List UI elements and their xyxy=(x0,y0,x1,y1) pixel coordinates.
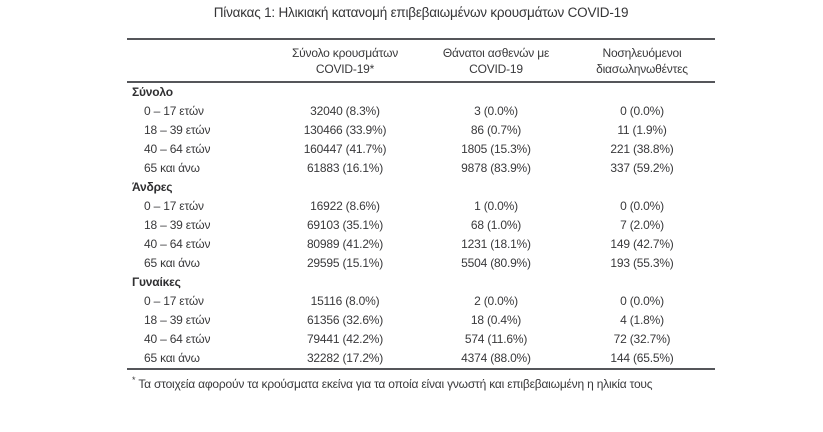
age-group-label: 65 και άνω xyxy=(144,351,200,365)
section-label-row: Σύνολο xyxy=(127,83,715,102)
age-group-label: 0 – 17 ετών xyxy=(144,104,204,118)
section-label-row: Άνδρες xyxy=(127,178,715,197)
table-row: 65 και άνω 32282 (17.2%) 4374 (88.0%) 144 (… xyxy=(127,349,715,368)
column-header-line: COVID-19 xyxy=(469,61,523,76)
cell-deaths: 1805 (15.3%) xyxy=(461,142,531,156)
footnote-text: Τα στοιχεία αφορούν τα κρούσματα εκείνα … xyxy=(138,377,653,391)
cell-cases: 32282 (17.2%) xyxy=(306,351,384,365)
cell-cases: 160447 (41.7%) xyxy=(303,142,387,156)
age-group-label: 40 – 64 ετών xyxy=(144,332,211,346)
cell-intubated: 149 (42.7%) xyxy=(610,237,674,251)
cell-deaths: 3 (0.0%) xyxy=(474,104,518,118)
table-row: 0 – 17 ετών 15116 (8.0%) 2 (0.0%) 0 (0.0%) xyxy=(127,292,715,311)
cell-deaths: 5504 (80.9%) xyxy=(461,256,531,270)
age-group-label: 18 – 39 ετών xyxy=(144,218,211,232)
covid-age-distribution-table: Σύνολο κρουσμάτων COVID-19* Θάνατοι ασθε… xyxy=(127,38,715,370)
cell-intubated: 221 (38.8%) xyxy=(610,142,674,156)
cell-deaths: 18 (0.4%) xyxy=(470,313,522,327)
table-row: 0 – 17 ετών 16922 (8.6%) 1 (0.0%) 0 (0.0%) xyxy=(127,197,715,216)
table-row: 18 – 39 ετών 69103 (35.1%) 68 (1.0%) 7 (2.0… xyxy=(127,216,715,235)
section-label: Άνδρες xyxy=(132,180,173,194)
cell-cases: 15116 (8.0%) xyxy=(310,294,380,308)
cell-cases: 32040 (8.3%) xyxy=(310,104,380,118)
cell-intubated: 72 (32.7%) xyxy=(613,332,671,346)
cell-deaths: 1 (0.0%) xyxy=(474,199,518,213)
section-label: Γυναίκες xyxy=(132,275,181,289)
column-header-total-cases: Σύνολο κρουσμάτων COVID-19* xyxy=(267,45,423,77)
column-header-intubated: Νοσηλευόμενοι διασωληνωθέντες xyxy=(569,45,715,77)
cell-intubated: 144 (65.5%) xyxy=(610,351,674,365)
column-header-line: Νοσηλευόμενοι xyxy=(602,45,682,60)
cell-deaths: 4374 (88.0%) xyxy=(461,351,531,365)
cell-intubated: 11 (1.9%) xyxy=(617,123,667,137)
cell-cases: 61883 (16.1%) xyxy=(306,161,384,175)
cell-cases: 16922 (8.6%) xyxy=(310,199,380,213)
table-row: 65 και άνω 29595 (15.1%) 5504 (80.9%) 193 (… xyxy=(127,254,715,273)
table-row: 0 – 17 ετών 32040 (8.3%) 3 (0.0%) 0 (0.0%) xyxy=(127,102,715,121)
column-header-line: διασωληνωθέντες xyxy=(596,61,688,76)
age-group-label: 0 – 17 ετών xyxy=(144,294,204,308)
cell-intubated: 337 (59.2%) xyxy=(610,161,674,175)
cell-deaths: 9878 (83.9%) xyxy=(461,161,531,175)
cell-intubated: 0 (0.0%) xyxy=(620,104,664,118)
column-header-deaths: Θάνατοι ασθενών με COVID-19 xyxy=(423,45,569,77)
age-group-label: 65 και άνω xyxy=(144,161,200,175)
table-row: 65 και άνω 61883 (16.1%) 9878 (83.9%) 337 (… xyxy=(127,159,715,178)
cell-intubated: 4 (1.8%) xyxy=(620,313,664,327)
cell-deaths: 574 (11.6%) xyxy=(464,332,528,346)
column-header-line: Σύνολο κρουσμάτων xyxy=(291,45,399,60)
table-row: 40 – 64 ετών 80989 (41.2%) 1231 (18.1%) 149… xyxy=(127,235,715,254)
cell-deaths: 1231 (18.1%) xyxy=(461,237,531,251)
age-group-label: 65 και άνω xyxy=(144,256,200,270)
table-row: 40 – 64 ετών 79441 (42.2%) 574 (11.6%) 72 (… xyxy=(127,330,715,349)
section-label-row: Γυναίκες xyxy=(127,273,715,292)
cell-cases: 69103 (35.1%) xyxy=(306,218,384,232)
cell-cases: 29595 (15.1%) xyxy=(306,256,384,270)
cell-cases: 79441 (42.2%) xyxy=(306,332,384,346)
cell-deaths: 2 (0.0%) xyxy=(474,294,518,308)
table-row: 18 – 39 ετών 61356 (32.6%) 18 (0.4%) 4 (1.8… xyxy=(127,311,715,330)
cell-intubated: 0 (0.0%) xyxy=(620,294,664,308)
age-group-label: 40 – 64 ετών xyxy=(144,142,211,156)
table-body: Σύνολο 0 – 17 ετών 32040 (8.3%) 3 (0.0%) 0 (… xyxy=(127,83,715,368)
cell-deaths: 68 (1.0%) xyxy=(470,218,522,232)
table-title: Πίνακας 1: Ηλικιακή κατανομή επιβεβαιωμέ… xyxy=(213,5,629,20)
age-group-label: 0 – 17 ετών xyxy=(144,199,204,213)
cell-intubated: 0 (0.0%) xyxy=(620,199,664,213)
column-header-line: Θάνατοι ασθενών με xyxy=(442,45,550,60)
age-group-label: 18 – 39 ετών xyxy=(144,313,211,327)
column-header-line: COVID-19* xyxy=(315,61,375,76)
table-header-row: Σύνολο κρουσμάτων COVID-19* Θάνατοι ασθε… xyxy=(127,40,715,83)
table-row: 18 – 39 ετών 130466 (33.9%) 86 (0.7%) 11 (1… xyxy=(127,121,715,140)
cell-cases: 130466 (33.9%) xyxy=(303,123,387,137)
section-label: Σύνολο xyxy=(132,85,173,99)
cell-deaths: 86 (0.7%) xyxy=(470,123,522,137)
age-group-label: 40 – 64 ετών xyxy=(144,237,211,251)
cell-cases: 61356 (32.6%) xyxy=(306,313,384,327)
footnote-asterisk: * xyxy=(132,375,136,385)
cell-cases: 80989 (41.2%) xyxy=(306,237,384,251)
table-row: 40 – 64 ετών 160447 (41.7%) 1805 (15.3%) 22… xyxy=(127,140,715,159)
age-group-label: 18 – 39 ετών xyxy=(144,123,211,137)
table-footnote: * Τα στοιχεία αφορούν τα κρούσματα εκείνα… xyxy=(127,372,715,392)
cell-intubated: 7 (2.0%) xyxy=(620,218,664,232)
cell-intubated: 193 (55.3%) xyxy=(610,256,674,270)
